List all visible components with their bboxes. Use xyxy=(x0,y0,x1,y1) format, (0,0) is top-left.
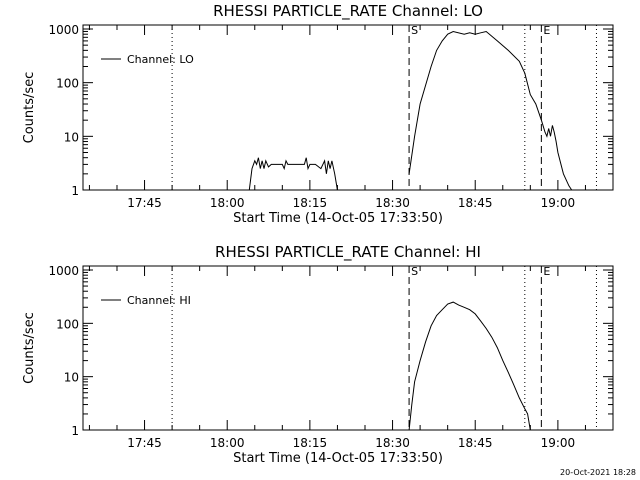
x-tick-label: 18:15 xyxy=(293,436,328,450)
y-tick-label: 1000 xyxy=(48,264,79,278)
time-marker-label: E xyxy=(543,265,550,278)
x-axis-label: Start Time (14-Oct-05 17:33:50) xyxy=(233,211,443,226)
x-tick-label: 19:00 xyxy=(541,436,576,450)
x-tick-label: 18:45 xyxy=(458,436,493,450)
chart-title: RHESSI PARTICLE_RATE Channel: LO xyxy=(213,2,483,21)
chart-title: RHESSI PARTICLE_RATE Channel: HI xyxy=(215,243,481,262)
footer-timestamp: 20-Oct-2021 18:28 xyxy=(560,468,636,477)
chart-panel-1: RHESSI PARTICLE_RATE Channel: HI 1 10 100 10… xyxy=(22,243,614,466)
x-tick-label: 19:00 xyxy=(541,196,576,210)
plot-frame xyxy=(82,265,614,431)
y-tick-label: 1000 xyxy=(48,23,79,37)
time-marker-label: S xyxy=(411,265,418,278)
x-axis-label: Start Time (14-Oct-05 17:33:50) xyxy=(233,451,443,466)
y-tick-label: 100 xyxy=(56,77,79,91)
legend-label: Channel: HI xyxy=(127,294,191,307)
y-axis-label: Counts/sec xyxy=(22,312,37,384)
y-tick-label: 10 xyxy=(64,130,79,144)
x-tick-label: 18:30 xyxy=(375,436,410,450)
series-line-1-0 xyxy=(408,301,531,431)
series-line-0-0 xyxy=(248,30,573,191)
y-tick-label: 1 xyxy=(71,184,79,198)
x-tick-label: 18:30 xyxy=(375,196,410,210)
x-tick-label: 18:15 xyxy=(293,196,328,210)
time-marker-label: S xyxy=(411,24,418,37)
x-tick-label: 17:45 xyxy=(127,196,162,210)
y-tick-label: 1 xyxy=(71,424,79,438)
legend-label: Channel: LO xyxy=(127,53,194,66)
y-tick-label: 100 xyxy=(56,317,79,331)
plot-frame xyxy=(82,24,614,191)
x-tick-label: 17:45 xyxy=(127,436,162,450)
time-marker-label: E xyxy=(543,24,550,37)
x-tick-label: 18:00 xyxy=(210,436,245,450)
y-axis-label: Counts/sec xyxy=(22,72,37,144)
x-tick-label: 18:45 xyxy=(458,196,493,210)
chart-panel-0: RHESSI PARTICLE_RATE Channel: LO 1 10 100 10… xyxy=(22,2,614,226)
x-tick-label: 18:00 xyxy=(210,196,245,210)
y-tick-label: 10 xyxy=(64,371,79,385)
